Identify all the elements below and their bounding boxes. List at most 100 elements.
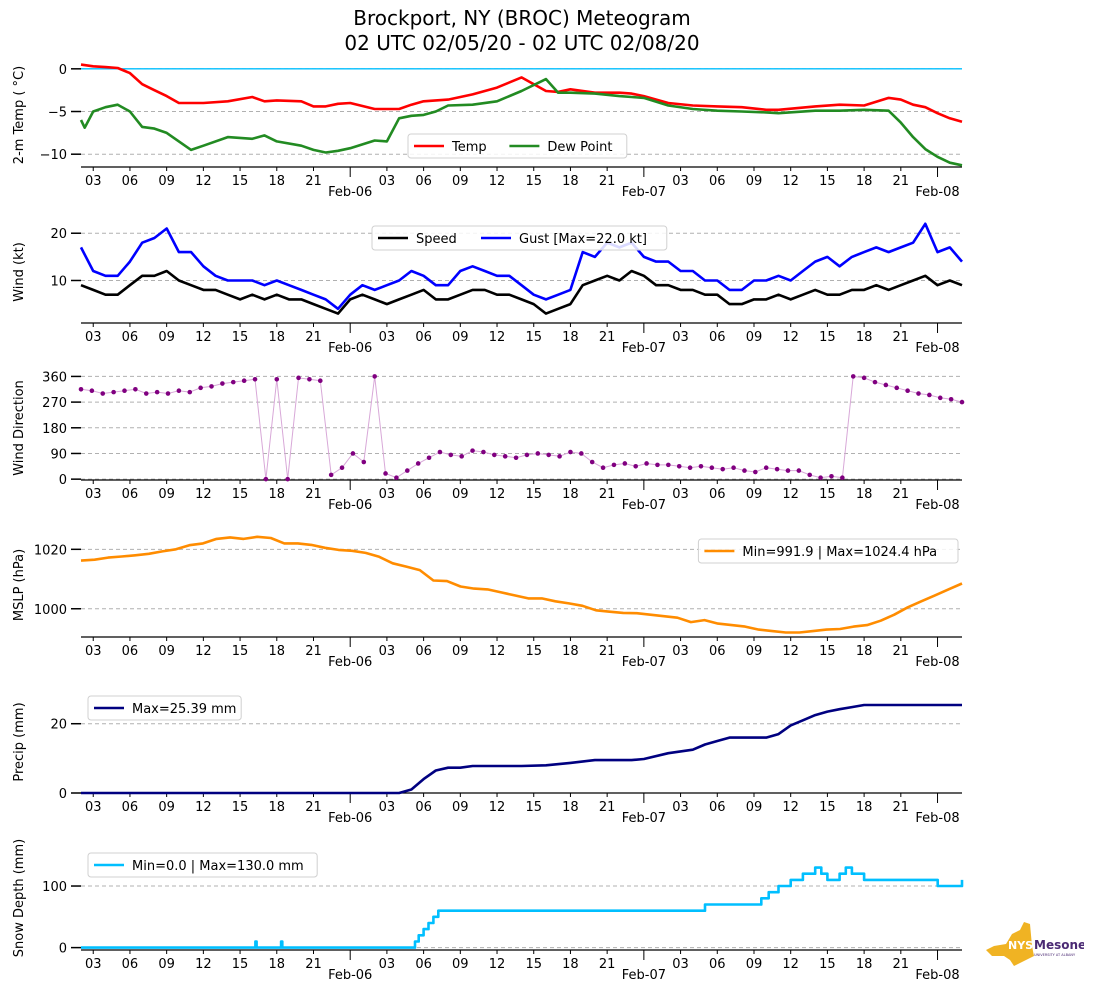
direction-xtick-label: 15 bbox=[232, 487, 249, 502]
mslp-xtick-label: 21 bbox=[893, 644, 910, 659]
mslp-xtick-label: 15 bbox=[819, 644, 836, 659]
direction-point bbox=[209, 384, 214, 389]
temp-xtick-label: 15 bbox=[525, 174, 542, 189]
precip-xtick-label: 09 bbox=[452, 800, 469, 815]
wind-xtick-label: 03 bbox=[85, 330, 102, 345]
direction-point bbox=[655, 462, 660, 468]
snow-xtick-label: 21 bbox=[305, 957, 322, 972]
temp-xtick-label: 18 bbox=[856, 174, 873, 189]
direction-ytick-label: 180 bbox=[42, 422, 67, 437]
precip-xtick-label: 12 bbox=[782, 800, 799, 815]
direction-point bbox=[600, 465, 606, 471]
direction-ytick-label: 90 bbox=[50, 447, 67, 462]
temp-xtick-label: 12 bbox=[782, 174, 799, 189]
direction-point bbox=[459, 454, 464, 459]
direction-xtick-major-label: Feb-08 bbox=[915, 498, 959, 513]
precip-xtick-label: 15 bbox=[819, 800, 836, 815]
precip-ytick-label: 0 bbox=[59, 787, 67, 802]
snow-xtick-major-label: Feb-08 bbox=[915, 968, 959, 983]
direction-point bbox=[448, 452, 454, 458]
direction-point bbox=[230, 379, 236, 385]
snow-xtick-major-label: Feb-06 bbox=[328, 968, 372, 983]
direction-point bbox=[426, 455, 432, 461]
temp-xtick-label: 03 bbox=[672, 174, 689, 189]
wind-series-speed bbox=[80, 269, 963, 315]
direction-xtick-label: 09 bbox=[452, 487, 469, 502]
mslp-xtick-label: 06 bbox=[122, 644, 139, 659]
direction-point bbox=[568, 449, 573, 455]
direction-point bbox=[546, 452, 551, 458]
direction-point bbox=[742, 468, 747, 473]
direction-point bbox=[720, 466, 726, 472]
logo-nys-text: NYS bbox=[1008, 939, 1033, 952]
direction-xtick-label: 03 bbox=[85, 487, 102, 502]
precip-legend-label: Max=25.39 mm bbox=[132, 702, 236, 717]
snow-xtick-label: 15 bbox=[525, 957, 542, 972]
precip-xtick-label: 18 bbox=[269, 800, 286, 815]
snow-xtick-label: 09 bbox=[746, 957, 763, 972]
direction-point bbox=[937, 395, 943, 401]
temp-ylabel: 2-m Temp ( °C) bbox=[12, 66, 27, 164]
precip-xtick-major-label: Feb-06 bbox=[328, 811, 372, 826]
snow-xtick-label: 06 bbox=[709, 957, 726, 972]
temp-xtick-label: 03 bbox=[85, 174, 102, 189]
direction-point bbox=[122, 388, 127, 393]
temp-ytick-label: −10 bbox=[40, 148, 67, 163]
direction-xtick-label: 03 bbox=[672, 487, 689, 502]
mslp-xtick-label: 09 bbox=[452, 644, 469, 659]
wind-legend bbox=[371, 225, 668, 251]
wind-xtick-label: 18 bbox=[269, 330, 286, 345]
mslp-ylabel: MSLP (hPa) bbox=[12, 549, 27, 621]
temp-xtick-label: 21 bbox=[599, 174, 616, 189]
direction-point bbox=[274, 376, 280, 382]
direction-xtick-label: 18 bbox=[856, 487, 873, 502]
temp-xtick-label: 15 bbox=[232, 174, 249, 189]
direction-point bbox=[198, 385, 203, 391]
precip-xtick-label: 06 bbox=[122, 800, 139, 815]
direction-point bbox=[404, 468, 410, 473]
direction-point bbox=[850, 374, 856, 379]
precip-xtick-label: 06 bbox=[709, 800, 726, 815]
wind-xtick-label: 21 bbox=[305, 330, 322, 345]
direction-point bbox=[89, 388, 95, 393]
temp-xtick-label: 21 bbox=[893, 174, 910, 189]
direction-point bbox=[807, 472, 813, 478]
wind-xtick-label: 18 bbox=[562, 330, 579, 345]
direction-point bbox=[252, 376, 258, 382]
direction-xtick-label: 06 bbox=[709, 487, 726, 502]
temp-series-dew-point bbox=[79, 77, 963, 167]
temp-series-temp bbox=[80, 63, 963, 124]
snow-xtick-label: 15 bbox=[232, 957, 249, 972]
mslp-xtick-major-label: Feb-06 bbox=[328, 655, 372, 670]
temp-xtick-label: 18 bbox=[562, 174, 579, 189]
direction-point bbox=[818, 475, 823, 481]
direction-point bbox=[241, 378, 247, 384]
direction-point bbox=[100, 391, 106, 396]
direction-xtick-label: 12 bbox=[782, 487, 799, 502]
wind-xtick-label: 06 bbox=[709, 330, 726, 345]
temp-legend-label: Temp bbox=[451, 140, 487, 155]
wind-xtick-label: 09 bbox=[158, 330, 175, 345]
direction-point bbox=[676, 464, 682, 469]
wind-xtick-label: 12 bbox=[195, 330, 212, 345]
direction-point bbox=[415, 461, 421, 466]
temp-ytick-label: −5 bbox=[48, 106, 67, 121]
nys-mesonet-logo: NYS Mesonet UNIVERSITY AT ALBANY bbox=[984, 920, 1092, 970]
direction-point bbox=[154, 389, 160, 395]
temp-xtick-label: 09 bbox=[746, 174, 763, 189]
direction-point bbox=[753, 469, 758, 475]
precip-xtick-label: 12 bbox=[489, 800, 506, 815]
logo-brand-text: Mesonet bbox=[1034, 938, 1084, 952]
direction-point bbox=[796, 468, 802, 473]
direction-point bbox=[350, 451, 356, 456]
direction-point bbox=[187, 389, 193, 395]
direction-point bbox=[535, 451, 541, 456]
precip-xtick-label: 15 bbox=[525, 800, 542, 815]
direction-point bbox=[78, 386, 84, 392]
mslp-xtick-label: 15 bbox=[232, 644, 249, 659]
direction-point bbox=[959, 399, 965, 405]
direction-xtick-major-label: Feb-06 bbox=[328, 498, 372, 513]
direction-xtick-label: 03 bbox=[379, 487, 396, 502]
mslp-legend-label: Min=991.9 | Max=1024.4 hPa bbox=[742, 545, 937, 560]
direction-point bbox=[905, 388, 910, 393]
